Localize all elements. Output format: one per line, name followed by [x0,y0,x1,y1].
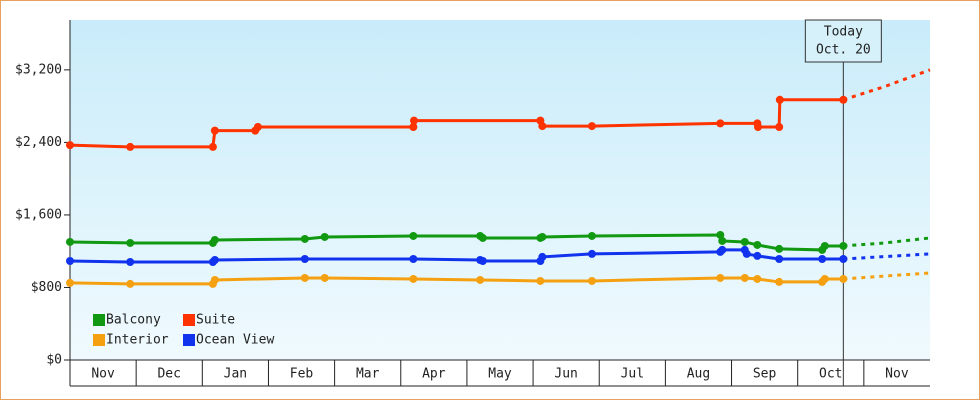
x-tick-label: Aug [687,367,710,382]
legend-label: Ocean View [196,333,274,348]
x-tick-label: Dec [157,367,180,382]
point [66,278,74,287]
point [742,249,751,258]
point [775,122,784,131]
legend-label: Balcony [106,313,161,328]
point [300,254,309,263]
point [210,126,219,135]
point [839,274,848,283]
today-box [804,19,882,63]
point [208,142,217,151]
point [210,235,219,244]
point [126,257,135,266]
point [126,279,135,288]
point [66,141,74,150]
point [409,274,418,283]
x-tick-label: Jul [621,367,644,382]
x-tick-label: May [488,367,512,382]
y-tick-label: $800 [31,280,62,295]
point [775,244,784,253]
point [775,95,784,104]
point [839,254,848,263]
x-tick-label: Apr [422,367,446,382]
point [753,240,762,249]
point [66,256,74,265]
point [587,122,596,131]
point [587,231,596,240]
point [536,276,545,285]
point [126,238,135,247]
point [538,232,547,241]
point [66,237,74,246]
point [839,241,848,250]
today-date: Oct. 20 [816,43,871,58]
point [716,119,725,128]
point [716,273,725,282]
point [754,122,762,131]
point [320,232,329,241]
point [478,256,487,265]
point [409,122,418,131]
x-tick-label: Nov [885,367,909,382]
legend-swatch [93,314,105,326]
x-tick-label: Jun [554,367,577,382]
legend-swatch [93,334,105,346]
x-tick-label: Feb [290,367,314,382]
point [538,122,547,131]
point [753,251,762,260]
point [300,273,309,282]
point [478,233,487,242]
point [538,252,547,261]
x-tick-label: Oct [819,367,842,382]
y-tick-label: $3,200 [15,62,62,77]
legend-label: Suite [196,313,235,328]
forecast-line [842,68,931,102]
point [820,274,829,283]
point [587,276,596,285]
point [718,245,727,254]
point [253,122,262,131]
point [210,275,219,284]
point [210,255,219,264]
point [839,95,848,104]
point [409,231,418,240]
point [126,142,135,151]
point [409,254,418,263]
legend-swatch [183,334,195,346]
point [718,236,727,245]
y-tick-label: $2,400 [15,135,62,150]
point [587,249,596,258]
point [476,275,485,284]
y-tick-label: $0 [46,353,62,368]
point [320,273,329,282]
point [818,254,827,263]
point [753,274,762,283]
plot-area [70,20,930,360]
point [740,237,749,246]
y-tick-label: $1,600 [15,207,62,222]
point [740,273,749,282]
x-tick-label: Nov [91,367,115,382]
point [820,241,829,250]
x-tick-label: Mar [356,367,380,382]
x-tick-label: Sep [753,367,777,382]
x-tick-label: Jan [224,367,247,382]
legend-swatch [183,314,195,326]
legend-label: Interior [106,333,169,348]
today-label: Today [824,25,863,40]
point [775,277,784,286]
point [300,234,309,243]
point [410,116,418,125]
point [775,254,784,263]
